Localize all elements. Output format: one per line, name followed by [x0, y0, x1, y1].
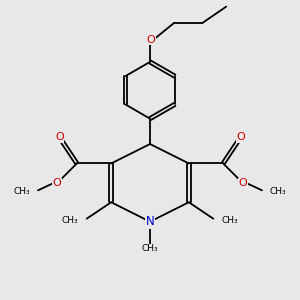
Text: O: O	[55, 132, 64, 142]
Text: CH₃: CH₃	[142, 244, 158, 253]
Text: CH₃: CH₃	[222, 216, 238, 225]
Text: CH₃: CH₃	[269, 187, 286, 196]
Text: N: N	[146, 215, 154, 228]
Text: O: O	[239, 178, 248, 188]
Text: O: O	[52, 178, 61, 188]
Text: CH₃: CH₃	[62, 216, 78, 225]
Text: O: O	[236, 132, 245, 142]
Text: CH₃: CH₃	[14, 187, 31, 196]
Text: O: O	[146, 34, 155, 44]
